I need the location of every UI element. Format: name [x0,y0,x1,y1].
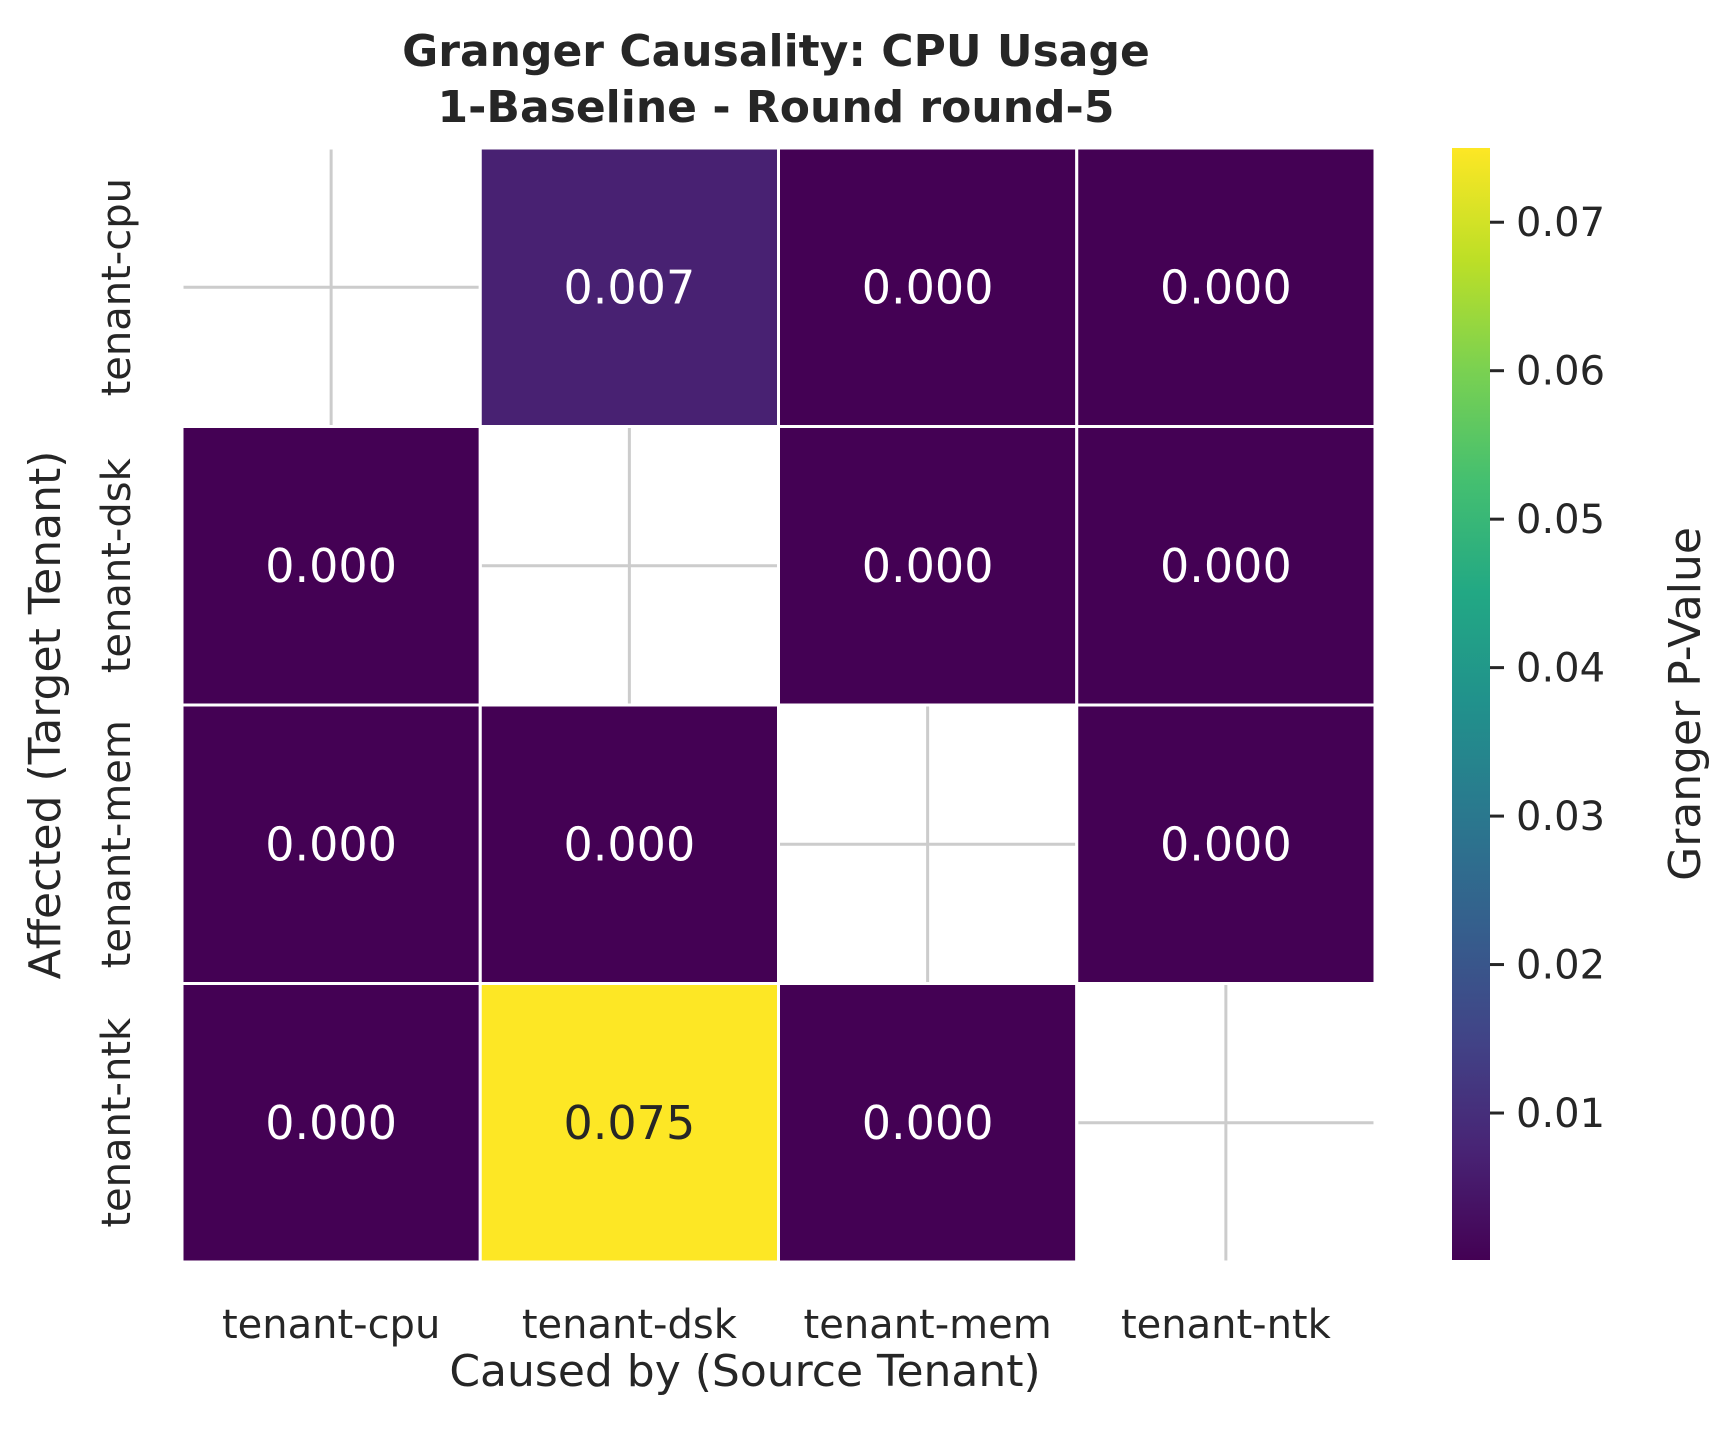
cell-value-label: 0.000 [1160,260,1292,314]
heatmap-cell [777,146,1079,428]
heatmap-cells [180,146,1377,1264]
y-tick-label: tenant-mem [94,720,140,968]
cell-value-label: 0.000 [1160,539,1292,593]
x-tick-labels: tenant-cpu tenant-dsk tenant-mem tenant-ntk [222,1302,1332,1348]
y-tick-labels: tenant-cpu tenant-dsk tenant-mem tenant-ntk [94,178,140,1228]
heatmap-cell [180,703,482,985]
cell-value-label: 0.075 [564,1096,696,1150]
heatmap-cell [478,982,780,1264]
chart-title: Granger Causality: CPU Usage [402,26,1150,77]
y-tick-label: tenant-dsk [94,457,140,673]
colorbar-tick-label: 0.02 [1516,943,1605,989]
colorbar-tick-label: 0.01 [1516,1091,1605,1137]
cell-labels: 0.007 0.000 0.000 0.000 0.000 0.000 0.000 0.000… [265,260,1291,1150]
cell-value-label: 0.000 [265,817,397,871]
y-tick-label: tenant-cpu [94,178,140,396]
colorbar [1452,148,1490,1260]
x-axis-label: Caused by (Source Tenant) [449,1346,1040,1397]
y-axis-label: Affected (Target Tenant) [20,451,71,980]
cell-value-label: 0.000 [862,539,994,593]
cell-value-label: 0.000 [265,1096,397,1150]
cell-value-label: 0.000 [1160,817,1292,871]
colorbar-label: Granger P-Value [1660,527,1711,881]
heatmap-cell [777,982,1079,1264]
heatmap-cell-masked [1075,982,1377,1264]
heatmap-cell [180,982,482,1264]
colorbar-ticks: 0.01 0.02 0.03 0.04 0.05 0.06 0.07 [1490,200,1605,1137]
heatmap-cell [1075,703,1377,985]
heatmap-cell [478,703,780,985]
colorbar-tick-label: 0.07 [1516,200,1605,246]
chart-subtitle: 1-Baseline - Round round-5 [438,82,1115,133]
x-tick-label: tenant-dsk [522,1302,738,1348]
colorbar-tick-label: 0.03 [1516,794,1605,840]
colorbar-tick-label: 0.06 [1516,349,1605,395]
x-tick-label: tenant-mem [804,1302,1052,1348]
cell-value-label: 0.000 [862,1096,994,1150]
heatmap-cell [180,425,482,707]
cell-value-label: 0.000 [265,539,397,593]
x-tick-label: tenant-ntk [1121,1302,1332,1348]
heatmap-cell [777,425,1079,707]
x-tick-label: tenant-cpu [222,1302,440,1348]
cell-value-label: 0.000 [862,260,994,314]
cell-value-label: 0.007 [564,260,696,314]
colorbar-tick-label: 0.05 [1516,497,1605,543]
heatmap-cell [1075,146,1377,428]
colorbar-tick-label: 0.04 [1516,646,1605,692]
y-tick-label: tenant-ntk [94,1017,140,1228]
cell-value-label: 0.000 [564,817,696,871]
